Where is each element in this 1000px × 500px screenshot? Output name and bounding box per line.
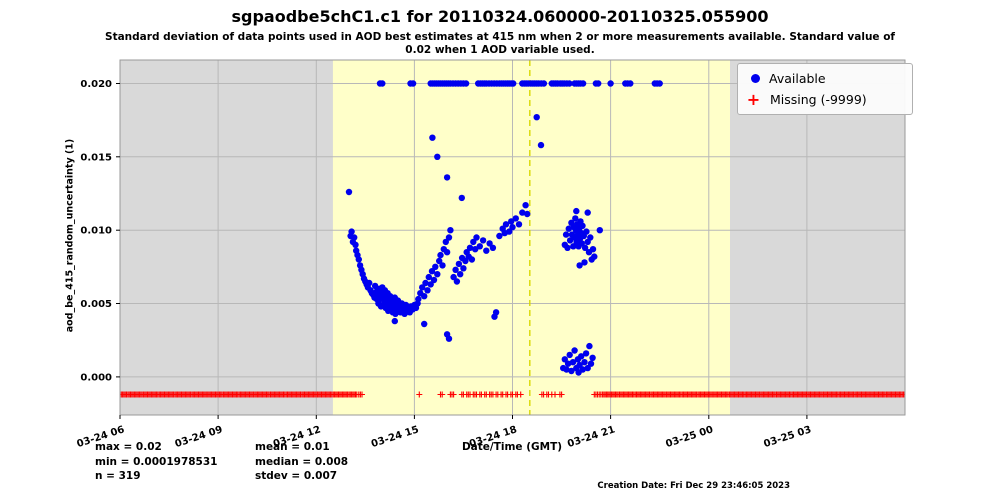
stat-median: median = 0.008 xyxy=(255,455,349,468)
plot-subtitle-line2: 0.02 when 1 AOD variable used. xyxy=(405,43,595,56)
legend-label-available: Available xyxy=(769,71,826,86)
stats-column-1: max = 0.02 min = 0.0001978531 n = 319 xyxy=(95,440,255,484)
stats-column-2: mean = 0.01 median = 0.008 stdev = 0.007 xyxy=(255,440,348,484)
legend: Available + Missing (-9999) xyxy=(737,63,913,115)
y-tick-label: 0.000 xyxy=(80,372,112,383)
stats-block: max = 0.02 min = 0.0001978531 n = 319 me… xyxy=(95,440,348,484)
daylight-band xyxy=(332,60,730,415)
legend-label-missing: Missing (-9999) xyxy=(770,92,867,107)
stat-n: n = 319 xyxy=(95,470,141,482)
x-axis-label: Date/Time (GMT) xyxy=(461,441,563,453)
stat-stdev: stdev = 0.007 xyxy=(255,470,338,482)
y-tick-label: 0.020 xyxy=(80,79,112,90)
y-tick-label: 0.010 xyxy=(80,226,112,237)
legend-item-missing: + Missing (-9999) xyxy=(746,89,904,110)
y-axis-label: aod_be_415_random_uncertainty (1) xyxy=(64,138,76,333)
stat-max: max = 0.02 xyxy=(95,441,162,453)
y-tick-label: 0.005 xyxy=(80,299,112,310)
x-tick-label: 03-25 00 xyxy=(664,424,714,450)
missing-marker-icon: + xyxy=(746,90,761,109)
legend-item-available: Available xyxy=(746,68,904,89)
plot-title: sgpaodbe5chC1.c1 for 20110324.060000-201… xyxy=(231,7,769,26)
missing-markers xyxy=(120,391,905,398)
stat-mean: mean = 0.01 xyxy=(255,441,330,453)
plot-subtitle-line1: Standard deviation of data points used i… xyxy=(105,31,895,43)
creation-date: Creation Date: Fri Dec 29 23:46:05 2023 xyxy=(597,481,790,491)
x-tick-label: 03-25 03 xyxy=(762,424,812,450)
available-markers xyxy=(345,80,663,376)
stat-min: min = 0.0001978531 xyxy=(95,455,218,468)
available-marker-icon xyxy=(751,74,760,83)
y-tick-label: 0.015 xyxy=(80,152,112,163)
plot-subtitle: Standard deviation of data points used i… xyxy=(0,31,1000,56)
